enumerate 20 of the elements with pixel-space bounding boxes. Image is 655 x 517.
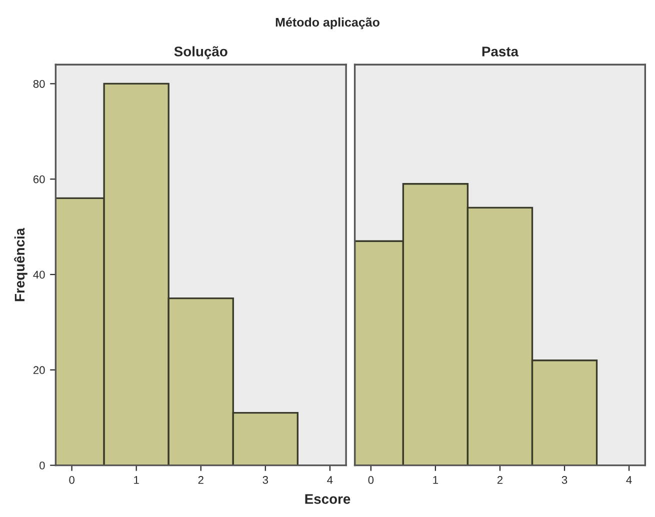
y-tick-label: 40 — [33, 270, 45, 279]
y-tick-label: 80 — [33, 80, 45, 88]
x-tick-label: 2 — [198, 476, 204, 484]
x-tick-label: 0 — [69, 476, 74, 484]
x-tick-label: 3 — [262, 476, 268, 484]
x-tick-label: 3 — [562, 476, 568, 484]
x-tick-label: 1 — [134, 476, 139, 484]
x-tick-label: 1 — [433, 476, 438, 484]
y-tick-label: 60 — [33, 175, 45, 184]
text: Método aplicação — [276, 17, 380, 30]
x-tick-label: 0 — [368, 476, 374, 484]
x-tick-label: 4 — [626, 476, 632, 484]
x-tick-label: 4 — [327, 476, 333, 484]
chart-title: Solução — [174, 46, 228, 60]
y-axis-title: Frequência — [14, 228, 28, 302]
y-tick-label: 20 — [33, 366, 45, 374]
chart-title: Pasta — [482, 46, 519, 56]
y-tick-label: 0 — [40, 462, 45, 470]
x-tick-label: 2 — [497, 476, 503, 484]
x-axis-title: Escore — [305, 494, 350, 504]
